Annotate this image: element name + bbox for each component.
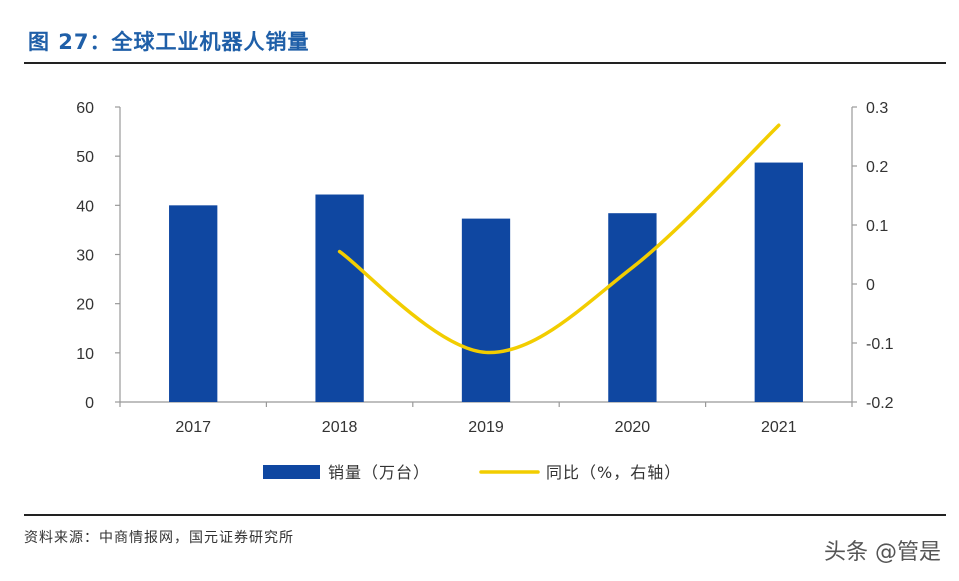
x-tick-label: 2018	[322, 419, 358, 436]
left-tick-label: 30	[76, 248, 94, 265]
right-tick-label: 0.2	[866, 159, 888, 176]
source-note: 资料来源：中商情报网，国元证券研究所	[24, 530, 294, 546]
left-tick-label: 40	[76, 198, 94, 215]
left-tick-label: 0	[85, 395, 94, 412]
bottom-rule	[24, 514, 946, 516]
x-tick-label: 2020	[615, 419, 651, 436]
x-tick-label: 2019	[468, 419, 504, 436]
right-tick-label: 0	[866, 277, 875, 294]
bar	[461, 218, 511, 402]
x-tick-label: 2017	[175, 419, 211, 436]
right-tick-label: -0.2	[866, 395, 894, 412]
left-tick-label: 10	[76, 346, 94, 363]
bar	[169, 205, 218, 402]
watermark: 头条 @管是	[824, 540, 941, 565]
top-rule	[24, 62, 946, 64]
bar	[315, 194, 364, 402]
right-tick-label: 0.3	[866, 100, 888, 117]
left-tick-label: 20	[76, 297, 94, 314]
left-tick-label: 60	[76, 100, 94, 117]
left-tick-label: 50	[76, 149, 94, 166]
right-tick-label: -0.1	[866, 336, 894, 353]
yoy-line	[337, 123, 781, 355]
x-tick-label: 2021	[761, 419, 797, 436]
figure-title: 图 27：全球工业机器人销量	[28, 30, 310, 54]
bar	[608, 213, 657, 402]
legend-label-bar: 销量（万台）	[328, 463, 430, 482]
right-tick-label: 0.1	[866, 218, 888, 235]
legend-swatch-bar	[263, 465, 320, 479]
legend-label-line: 同比（%，右轴）	[546, 463, 681, 482]
bar	[754, 162, 803, 402]
